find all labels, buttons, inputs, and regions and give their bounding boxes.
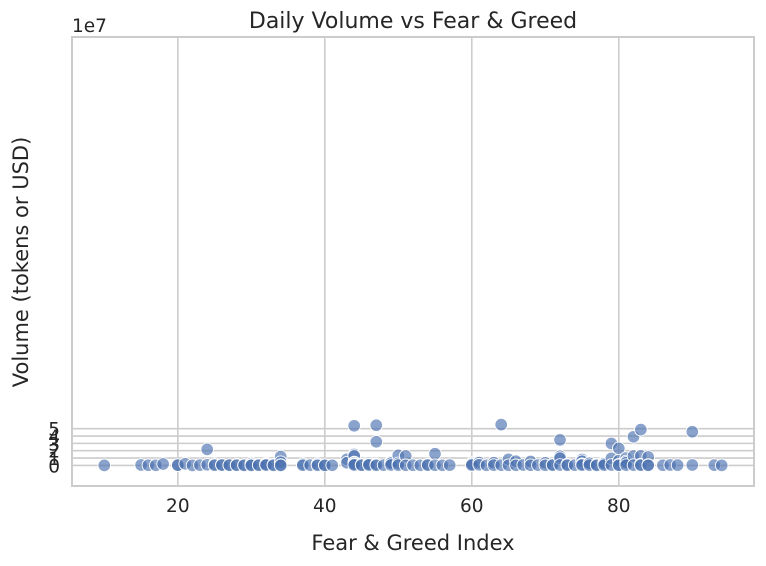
y-tick-label: 1 — [48, 449, 60, 470]
x-tick-labels: 20 40 60 80 — [166, 496, 630, 517]
chart-title: Daily Volume vs Fear & Greed — [249, 9, 577, 34]
data-point — [325, 458, 339, 473]
x-tick-label: 80 — [607, 496, 631, 517]
data-point — [685, 424, 700, 439]
data-point — [369, 435, 384, 449]
data-point — [641, 458, 655, 473]
data-point — [670, 458, 685, 472]
plot-frame — [71, 36, 755, 487]
data-point — [428, 446, 442, 461]
x-tick-label: 60 — [460, 496, 484, 517]
data-point — [273, 458, 288, 473]
y-tick-label: 2 — [48, 442, 60, 463]
points-layer — [97, 417, 729, 473]
x-axis-label: Fear & Greed Index — [311, 531, 514, 555]
data-point — [97, 458, 112, 473]
y-tick-label: 4 — [48, 427, 60, 448]
y-axis-label: Volume (tokens or USD) — [9, 137, 33, 388]
y-tick-label: 5 — [48, 420, 60, 441]
data-point — [369, 418, 384, 432]
data-point — [347, 419, 361, 433]
y-tick-label: 3 — [48, 434, 60, 455]
data-point — [634, 422, 648, 437]
data-point — [685, 458, 700, 472]
grid-layer — [72, 37, 754, 486]
data-point — [494, 417, 508, 432]
y-tick-label: 0 — [48, 456, 60, 477]
data-point — [714, 458, 729, 473]
x-tick-label: 40 — [313, 496, 337, 517]
data-point — [442, 458, 457, 472]
data-point — [553, 433, 567, 447]
x-tick-label: 20 — [166, 496, 190, 517]
data-point — [200, 442, 214, 457]
y-offset-text: 1e7 — [72, 16, 107, 37]
data-point — [156, 457, 170, 471]
